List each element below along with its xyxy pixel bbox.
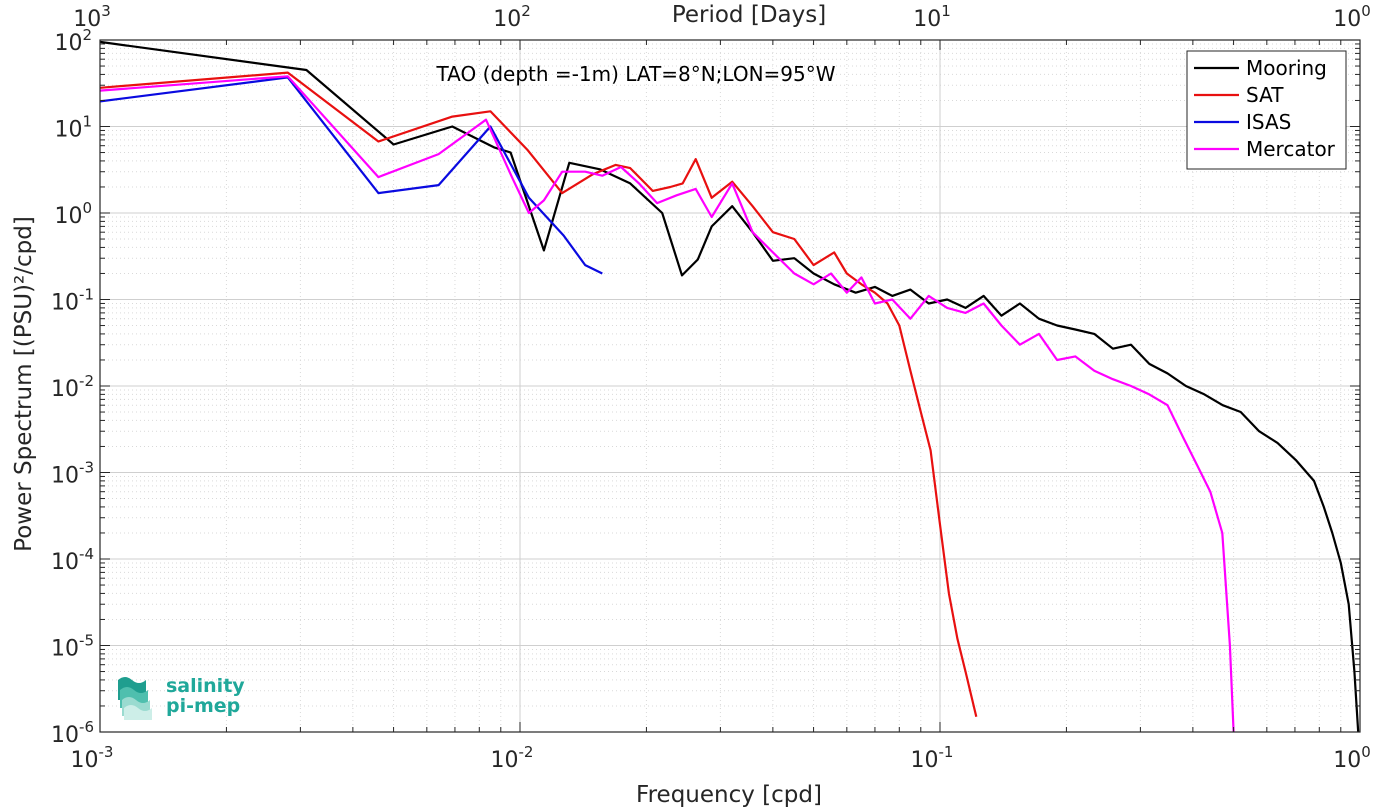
- x-axis-label: Frequency [cpd]: [636, 782, 822, 808]
- legend-label-isas: ISAS: [1246, 110, 1291, 134]
- series-line-mooring: [100, 40, 1360, 732]
- legend-label-mercator: Mercator: [1246, 137, 1336, 161]
- y-tick-label: 102: [54, 26, 92, 56]
- series-layer: [100, 40, 1360, 732]
- x-tick-label: 10-2: [491, 743, 534, 773]
- series-line-isas: [100, 76, 603, 275]
- y-tick-label: 100: [54, 199, 92, 229]
- y-tick-label: 10-3: [51, 459, 94, 489]
- x2-axis-label: Period [Days]: [672, 2, 826, 28]
- minor-grid: [100, 40, 1360, 732]
- x2-tick-label: 102: [493, 2, 531, 32]
- tick-marks: [99, 39, 1361, 733]
- salinity-pi-mep-logo: salinity pi-mep: [118, 675, 245, 720]
- logo-text-salinity: salinity: [166, 675, 245, 697]
- y-tick-label: 10-6: [51, 718, 94, 748]
- y-axis-label: Power Spectrum [(PSU)²/cpd]: [11, 216, 37, 552]
- y-tick-label: 10-4: [51, 545, 94, 575]
- y-tick-label: 101: [54, 113, 92, 143]
- x2-tick-label: 100: [1333, 2, 1371, 32]
- logo-waves-icon: [118, 677, 152, 720]
- x2-tick-label: 103: [73, 2, 111, 32]
- logo-text-pi-mep: pi-mep: [166, 695, 240, 717]
- legend: Mooring SAT ISAS Mercator: [1186, 50, 1347, 170]
- x-tick-label: 10-1: [911, 743, 954, 773]
- series-line-sat: [100, 71, 978, 718]
- series-line-mercator: [100, 75, 1235, 732]
- x2-tick-label: 101: [913, 2, 951, 32]
- y-tick-label: 10-5: [51, 632, 94, 662]
- legend-label-mooring: Mooring: [1246, 56, 1327, 80]
- y-tick-label: 10-2: [51, 372, 94, 402]
- y-tick-label: 10-1: [51, 286, 94, 316]
- legend-label-sat: SAT: [1246, 83, 1284, 107]
- x-tick-label: 10-3: [71, 743, 114, 773]
- chart-title: TAO (depth =-1m) LAT=8°N;LON=95°W: [435, 62, 835, 86]
- x-tick-label: 100: [1333, 743, 1371, 773]
